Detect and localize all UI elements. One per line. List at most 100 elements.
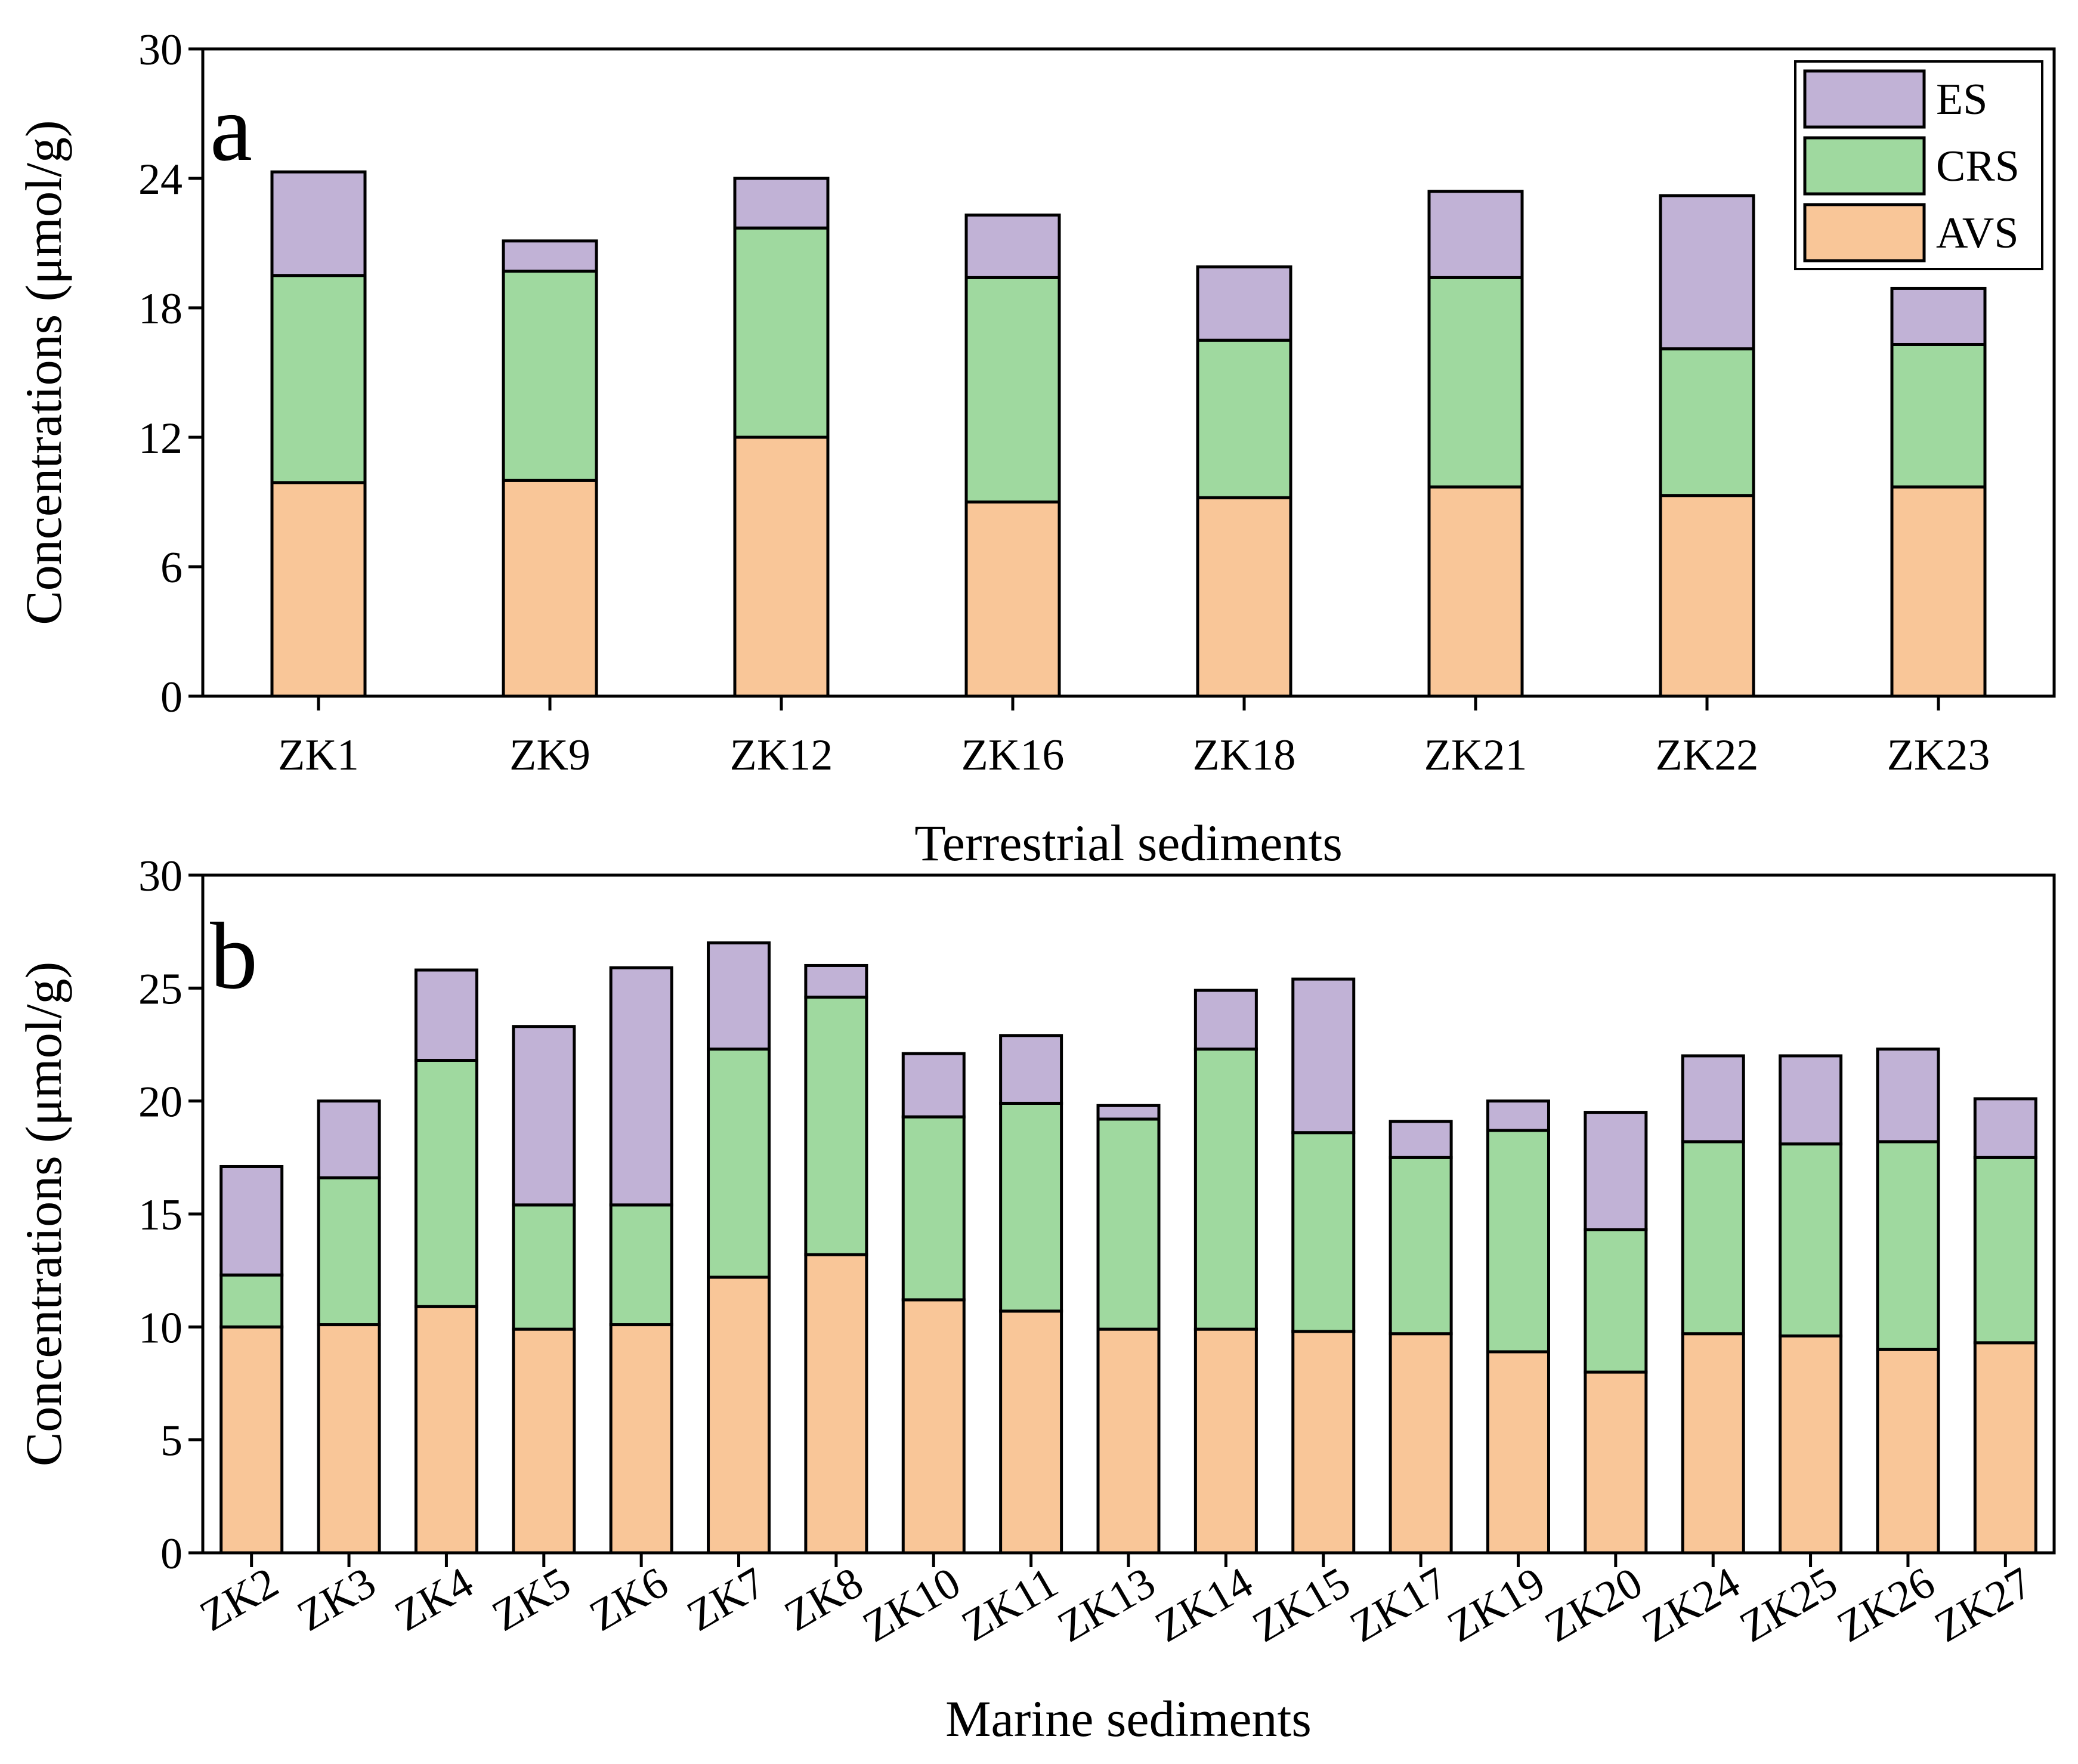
bar-a-zk22-crs [1659,347,1755,498]
bar-b-zk26-es [1876,1048,1940,1144]
legend-label-avs: AVS [1936,209,2019,258]
x-tick-label: ZK5 [484,1558,579,1641]
bar-b-zk26-avs [1876,1348,1940,1555]
bar-b-zk24-crs [1681,1140,1745,1336]
bar-b-zk15-crs [1291,1131,1356,1333]
bar-b-zk17-es [1389,1120,1453,1159]
x-tick-label: ZK13 [1050,1558,1164,1652]
y-tick-label: 0 [160,673,183,722]
bar-b-zk20-avs [1584,1370,1648,1555]
x-tick-label: ZK19 [1439,1558,1553,1652]
y-tick-label: 10 [138,1303,183,1352]
y-tick-label: 0 [160,1530,183,1578]
bar-a-zk21-es [1427,190,1524,279]
legend-swatch-avs [1803,203,1926,262]
panel-b-bars [219,941,2037,1555]
bar-a-zk18-es [1196,265,1292,342]
bar-b-zk14-es [1193,988,1258,1051]
bar-b-zk13-crs [1096,1117,1161,1331]
x-tick-label: ZK4 [386,1558,481,1641]
x-tick-label: ZK26 [1829,1558,1943,1652]
bar-b-zk3-crs [317,1176,381,1327]
bar-b-zk24-es [1681,1054,1745,1144]
x-tick-label: ZK1 [278,731,359,780]
bar-b-zk17-avs [1389,1332,1453,1555]
panel-b-x-axis-title: Marine sediments [945,1690,1312,1747]
bar-a-zk12-avs [733,435,830,698]
legend-swatch-crs [1803,136,1926,196]
y-tick-label: 25 [138,965,183,1014]
x-tick-label: ZK17 [1342,1558,1456,1652]
x-tick-label: ZK18 [1193,731,1296,780]
bar-b-zk11-crs [999,1101,1063,1313]
bar-b-zk27-avs [1973,1341,2037,1555]
panel-a-x-axis-title: Terrestrial sediments [914,814,1343,872]
panel-a-y-axis-title: Concentrations (μmol/g) [15,120,72,625]
bar-b-zk7-crs [707,1048,771,1279]
bar-b-zk7-avs [707,1275,771,1555]
x-tick-label: ZK20 [1537,1558,1651,1652]
bar-b-zk19-avs [1486,1350,1550,1555]
bar-b-zk15-avs [1291,1330,1356,1555]
panel-b-label: b [210,903,258,1009]
bar-a-zk12-crs [733,226,830,439]
panel-b-y-axis-title: Concentrations (μmol/g) [15,962,72,1466]
bar-b-zk27-es [1973,1097,2037,1159]
panel-a-bars [270,170,1987,698]
bar-a-zk16-es [964,213,1061,279]
x-tick-label: ZK15 [1245,1558,1359,1652]
bar-a-zk16-avs [964,501,1061,698]
y-tick-label: 5 [160,1417,183,1466]
bar-b-zk8-crs [804,995,868,1256]
bar-a-zk21-avs [1427,485,1524,698]
x-tick-label: ZK14 [1147,1558,1261,1652]
bar-b-zk11-avs [999,1309,1063,1555]
bar-b-zk14-crs [1193,1048,1258,1331]
y-tick-label: 20 [138,1078,183,1127]
bar-b-zk20-es [1584,1111,1648,1232]
panel-a-chart: 0 6 12 18 24 30 ZK1 ZK9 ZK12 ZK16 ZK18 ZK21 ZK22 ZK2… [15,26,2056,872]
bar-b-zk5-es [512,1025,576,1207]
bar-b-zk2-es [219,1164,284,1277]
bar-b-zk8-es [804,963,868,999]
bar-a-zk9-crs [502,270,598,482]
bar-b-zk3-avs [317,1323,381,1555]
x-tick-label: ZK25 [1732,1558,1846,1652]
panel-b-chart: 0 5 10 15 20 25 30 ZK2 ZK3 ZK4 ZK5 ZK6 ZK7 ZK8ZK10ZK… [15,852,2056,1747]
bar-b-zk19-crs [1486,1129,1550,1354]
bar-a-zk23-crs [1890,342,1987,489]
bar-b-zk27-crs [1973,1156,2037,1345]
bar-b-zk24-avs [1681,1332,1745,1555]
bar-b-zk20-crs [1584,1228,1648,1374]
bar-b-zk17-crs [1389,1156,1453,1336]
panel-a-y-axis: 0 6 12 18 24 30 [138,26,203,722]
bar-b-zk25-es [1779,1054,1843,1146]
x-tick-label: ZK21 [1424,731,1527,780]
x-tick-label: ZK10 [855,1558,969,1652]
bar-b-zk5-crs [512,1203,576,1331]
y-tick-label: 18 [138,285,183,333]
bar-b-zk8-avs [804,1253,868,1555]
bar-b-zk10-avs [901,1298,966,1555]
bar-b-zk5-avs [512,1327,576,1555]
y-tick-label: 30 [138,26,183,75]
bar-a-zk16-crs [964,276,1061,503]
panel-a-plot-frame [201,47,2056,698]
x-tick-label: ZK9 [509,731,590,780]
bar-b-zk10-es [901,1052,966,1119]
bar-a-zk22-avs [1659,494,1755,698]
panel-b-x-axis: ZK2 ZK3 ZK4 ZK5 ZK6 ZK7 ZK8ZK10ZK11ZK13ZK14ZK1… [192,1553,2040,1652]
y-tick-label: 30 [138,852,183,901]
bar-b-zk2-crs [219,1273,284,1329]
bar-b-zk6-crs [609,1203,673,1327]
x-tick-label: ZK2 [192,1558,286,1641]
bar-b-zk26-crs [1876,1140,1940,1351]
bar-a-zk1-es [270,170,367,277]
bar-b-zk13-avs [1096,1327,1161,1555]
x-tick-label: ZK7 [679,1558,774,1641]
bar-b-zk4-es [414,968,478,1062]
bar-a-zk1-avs [270,481,367,698]
y-tick-label: 15 [138,1191,183,1240]
bar-a-zk21-crs [1427,276,1524,489]
